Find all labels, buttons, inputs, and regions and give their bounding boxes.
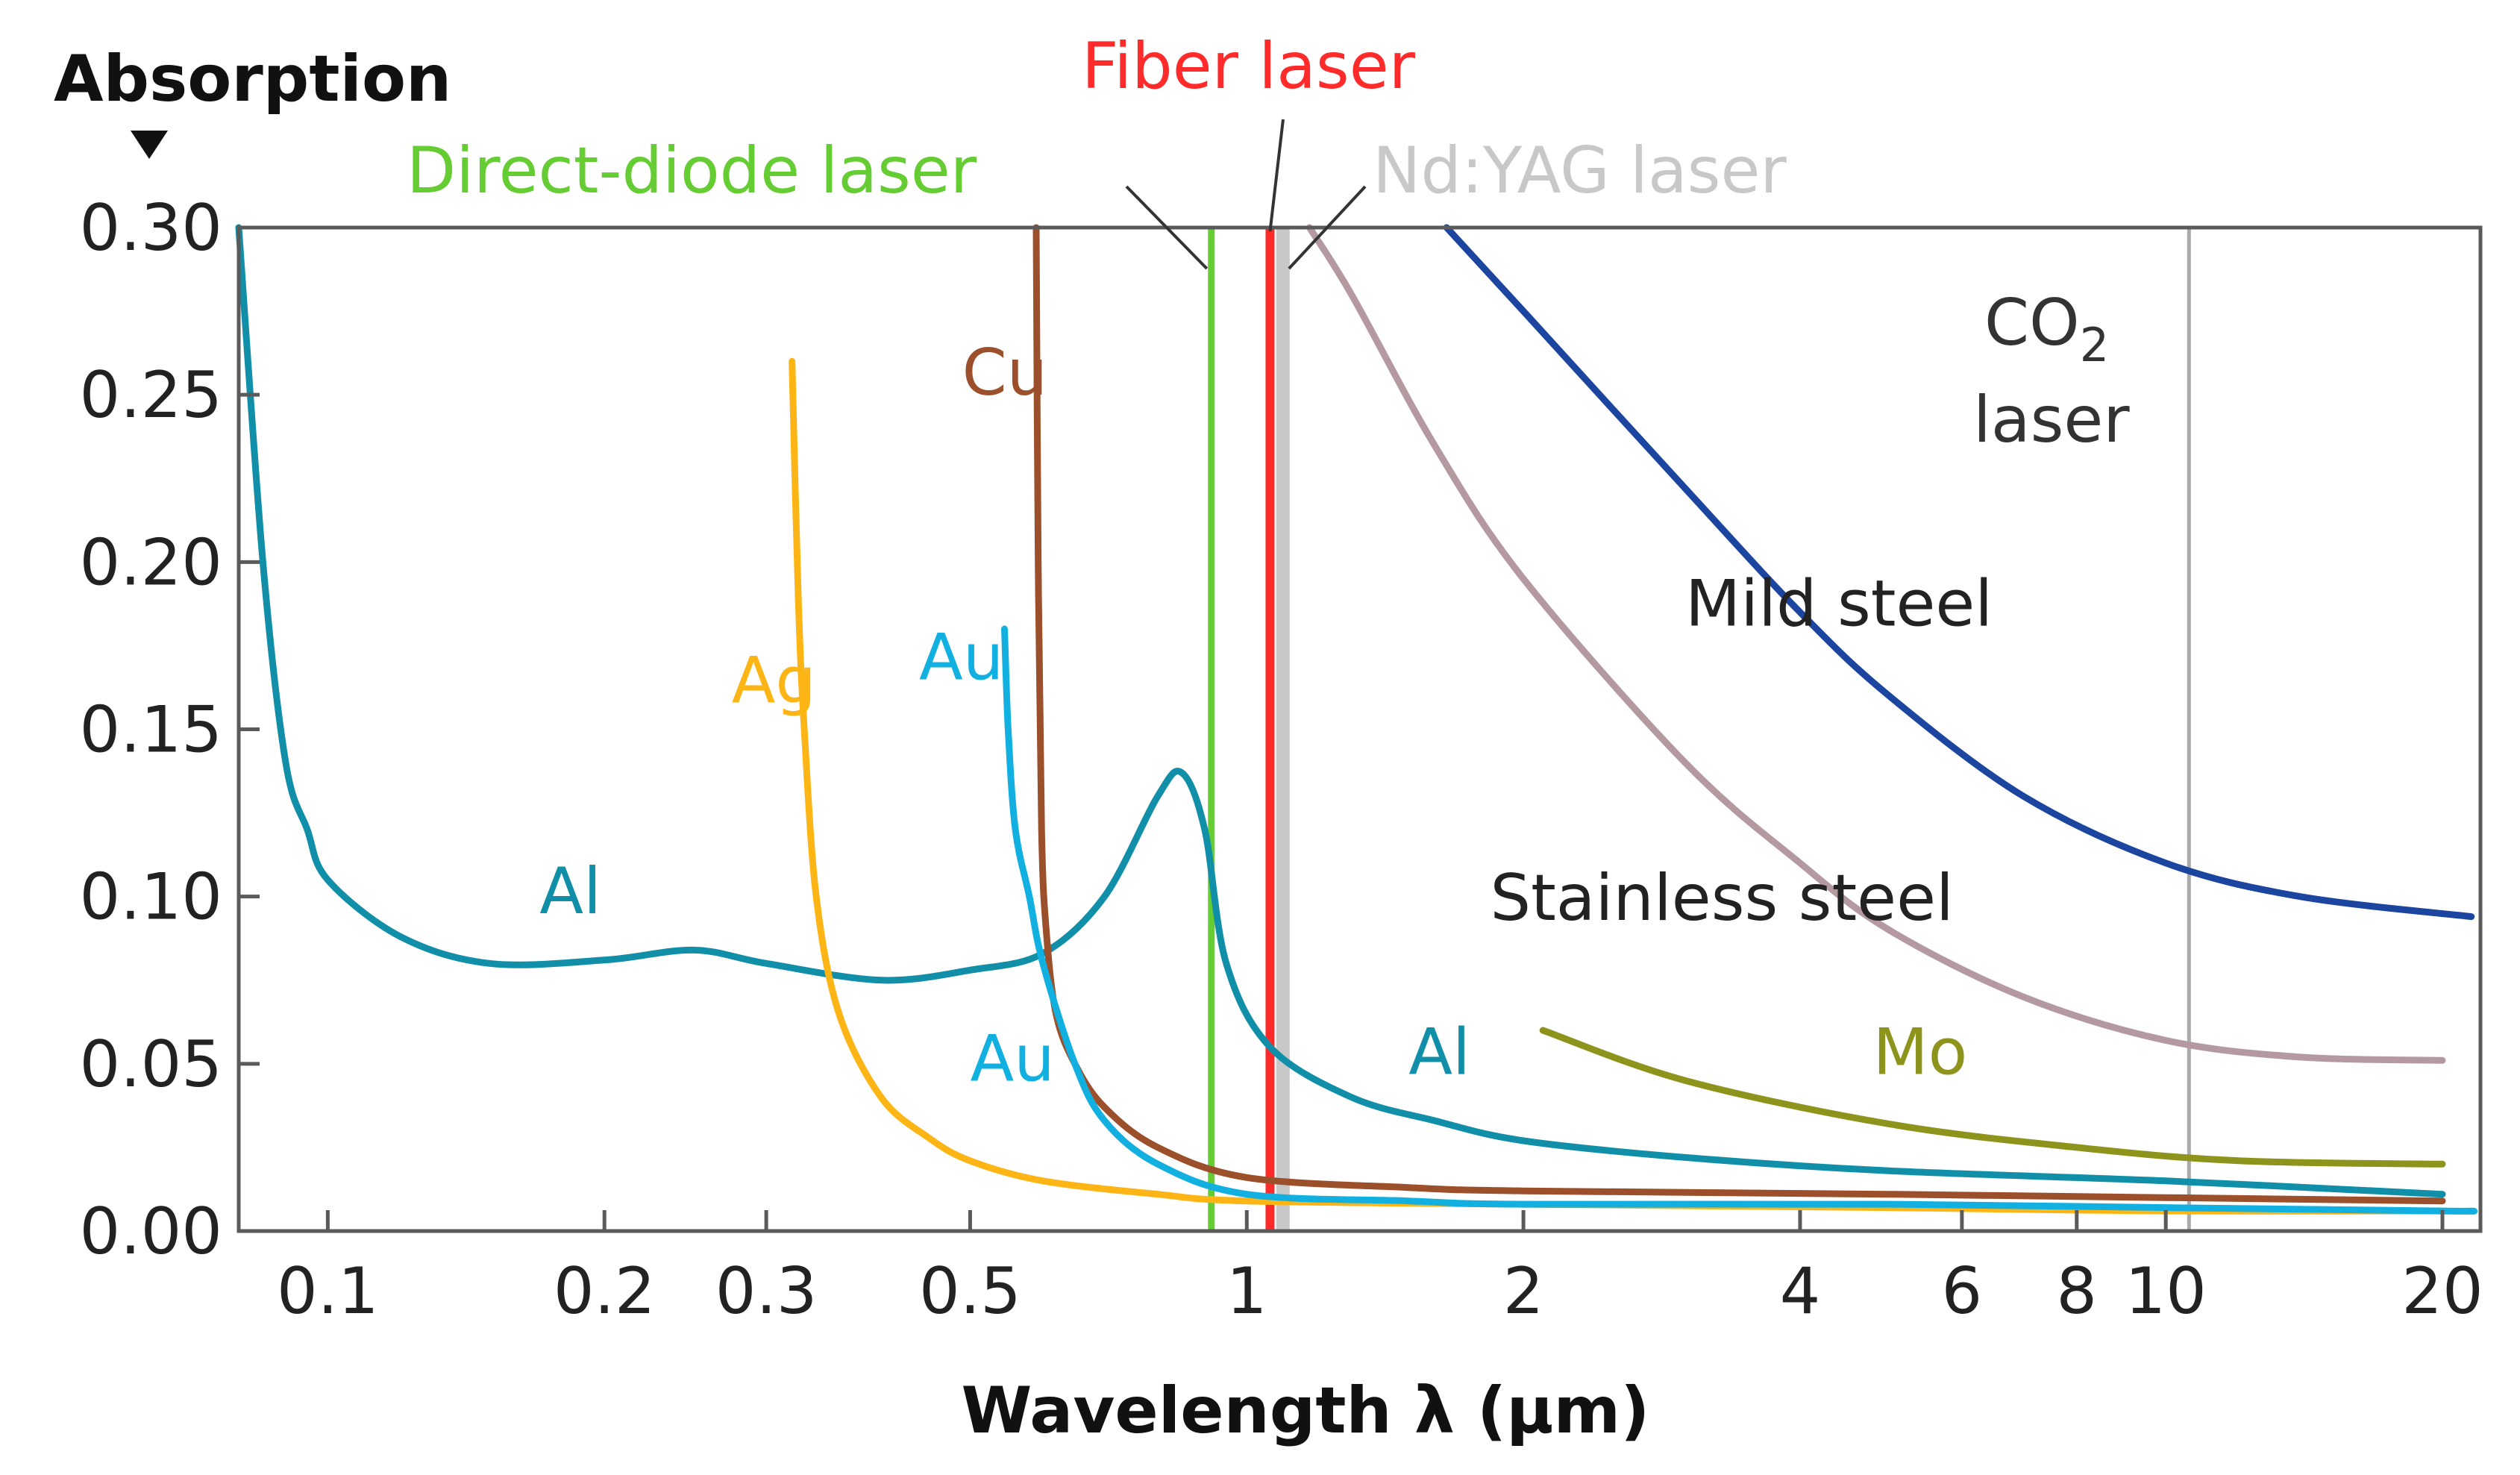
nd-yag-laser-label: Nd:YAG laser <box>1373 134 1787 208</box>
y-tick-label: 0.15 <box>80 693 222 768</box>
y-tick-label: 0.00 <box>80 1194 222 1269</box>
mild-steel-curve <box>1443 224 2475 921</box>
laser-lines-layer <box>1208 228 2191 1231</box>
x-tick-label: 2 <box>1503 1254 1544 1329</box>
series-layer <box>235 224 2477 1215</box>
labels-layer: Al Al Ag Cu Au Au Mo Stainless steel Mild steel D… <box>407 29 2130 1096</box>
x-tick-label: 0.2 <box>554 1254 656 1329</box>
direct-diode-laser-label: Direct-diode laser <box>407 134 977 208</box>
co2-laser-label: CO2 <box>1984 286 2109 372</box>
y-tick-label: 0.30 <box>80 191 222 266</box>
al-label: Al <box>539 854 601 929</box>
au-label: Au <box>970 1021 1054 1096</box>
axes-layer: 0.00 0.05 0.10 0.15 0.20 0.25 0.30 0.1 0.2 0.3 0.5… <box>80 191 2483 1329</box>
nd-yag-laser-leader <box>1288 185 1367 270</box>
au-label: Au <box>919 620 1003 695</box>
al-curve <box>235 224 2446 1198</box>
co2-laser-label-line2: laser <box>1973 383 2130 457</box>
y-tick-label: 0.20 <box>80 525 222 600</box>
stainless-steel-label: Stainless steel <box>1491 861 1954 936</box>
y-axis-arrow-icon <box>131 131 168 159</box>
x-tick-label: 4 <box>1780 1254 1821 1329</box>
y-tick-label: 0.05 <box>80 1027 222 1102</box>
plot-frame <box>236 225 2483 1233</box>
mild-steel-label: Mild steel <box>1685 567 1993 642</box>
x-tick-label: 0.1 <box>277 1254 379 1329</box>
x-tick-label: 20 <box>2401 1254 2483 1329</box>
ag-label: Ag <box>732 644 816 718</box>
y-tick-label: 0.10 <box>80 860 222 935</box>
x-tick-label: 0.5 <box>919 1254 1021 1329</box>
x-tick-label: 6 <box>1942 1254 1983 1329</box>
direct-diode-laser-leader <box>1125 185 1209 270</box>
x-tick-label: 0.3 <box>715 1254 818 1329</box>
y-axis-title: Absorption <box>54 42 451 116</box>
x-tick-label: 8 <box>2056 1254 2097 1329</box>
x-tick-label: 1 <box>1226 1254 1267 1329</box>
stainless-steel-curve <box>1306 224 2446 1064</box>
mo-curve <box>1539 1027 2446 1168</box>
al-label: Al <box>1408 1015 1470 1089</box>
cu-label: Cu <box>962 336 1048 410</box>
mo-label: Mo <box>1872 1015 1967 1089</box>
x-axis-title: Wavelength λ (µm) <box>962 1374 1650 1448</box>
fiber-laser-label: Fiber laser <box>1082 29 1416 104</box>
cu-curve <box>1032 224 2446 1205</box>
fiber-laser-leader <box>1268 119 1285 232</box>
x-tick-label: 10 <box>2125 1254 2206 1329</box>
au-curve <box>1001 625 2477 1215</box>
y-tick-label: 0.25 <box>80 358 222 433</box>
ag-curve <box>789 357 2446 1215</box>
